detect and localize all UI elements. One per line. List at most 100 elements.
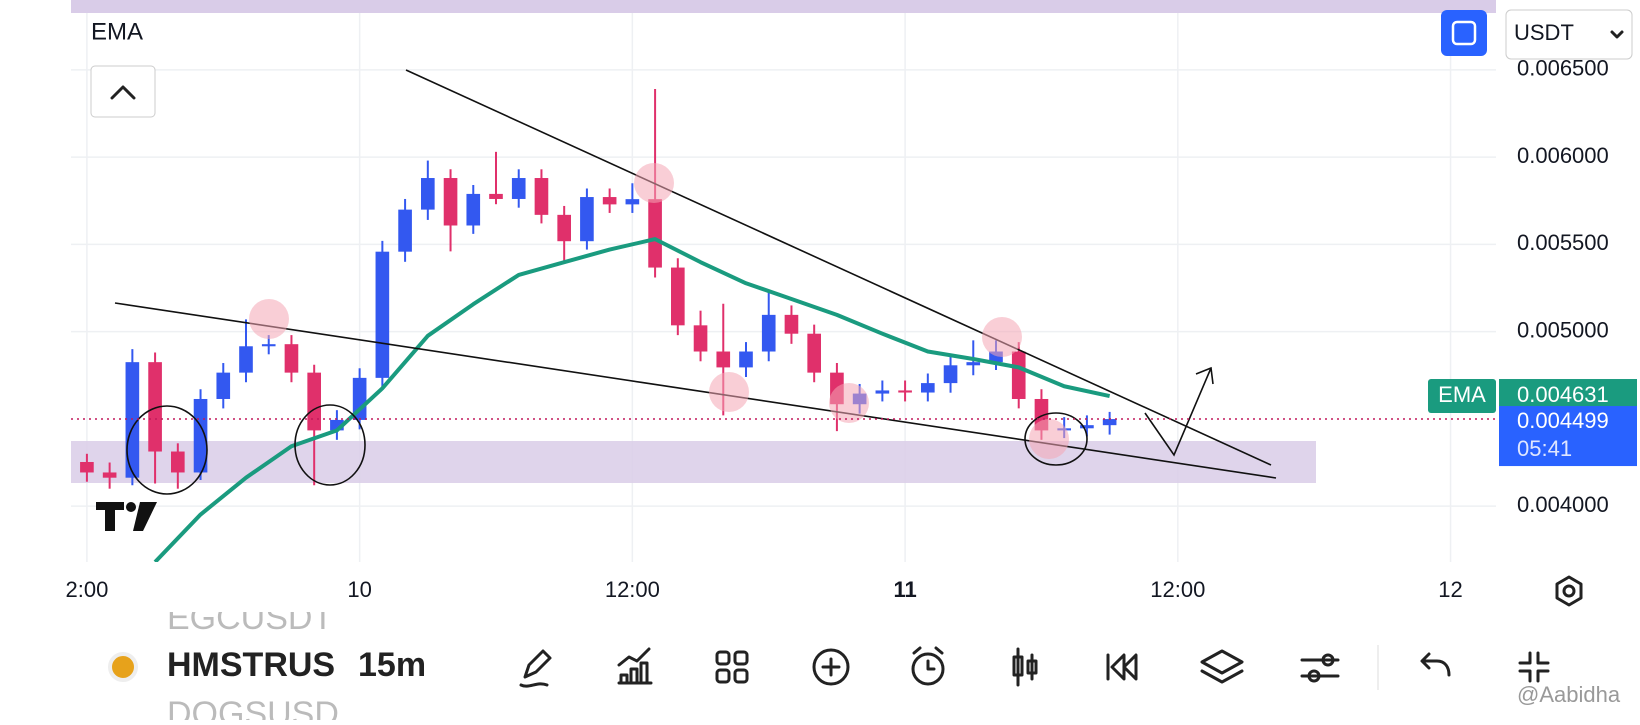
indicators-icon[interactable] <box>617 647 653 685</box>
dropdown-caret <box>1610 30 1624 39</box>
candle-body <box>171 451 185 473</box>
highlight <box>709 372 749 412</box>
candle-body <box>807 333 821 373</box>
candle-body <box>398 209 412 252</box>
watermark: @Aabidha <box>1517 682 1621 707</box>
candle-body <box>216 372 231 399</box>
y-tick-label: 0.004000 <box>1517 492 1609 517</box>
candle-body <box>580 197 594 242</box>
candle-body <box>307 372 321 431</box>
highlights <box>249 163 1069 459</box>
drawings <box>114 69 1277 495</box>
arrow-head <box>1195 366 1214 385</box>
candle-body <box>352 377 367 420</box>
highlight <box>1029 419 1069 459</box>
candle-body <box>739 351 753 368</box>
candle-body <box>1011 351 1026 399</box>
candle-body <box>898 390 912 393</box>
price-value: 0.004499 <box>1517 408 1609 433</box>
symbol[interactable]: EGCUSDT <box>167 599 333 637</box>
ema-badge-label: EMA <box>1438 382 1486 407</box>
candle-body <box>239 346 253 373</box>
candle-body <box>921 383 935 393</box>
x-tick-label: 12:00 <box>1150 577 1205 602</box>
candle-body <box>466 193 481 226</box>
highlight <box>982 317 1022 357</box>
symbol[interactable]: DOGSUSD <box>167 695 339 720</box>
candle-body <box>102 472 117 478</box>
top-band <box>71 0 1496 13</box>
alert-icon[interactable] <box>911 646 945 686</box>
interval[interactable]: 15m <box>358 646 426 684</box>
circle <box>126 405 208 495</box>
candles-icon[interactable] <box>1012 647 1038 687</box>
settings-icon[interactable] <box>1555 575 1583 607</box>
axis: 0.006500 0.006000 0.005500 0.005000 0.004000… <box>65 56 1608 602</box>
arrow <box>1144 367 1212 457</box>
candle-body <box>534 178 549 215</box>
compress-icon[interactable] <box>1518 651 1550 683</box>
candle-body <box>602 197 617 205</box>
candle-body <box>1102 419 1117 426</box>
candle-body <box>693 325 708 352</box>
candle-body <box>875 390 890 394</box>
indicator-label: EMA <box>91 18 143 45</box>
candle-body <box>761 314 776 352</box>
currency-select[interactable] <box>1505 9 1633 60</box>
candle-body <box>716 351 731 368</box>
coin-icon <box>108 652 138 682</box>
fullscreen-button[interactable] <box>1441 10 1487 56</box>
candle-body <box>284 344 299 373</box>
currency: USDT <box>1514 20 1574 45</box>
collapse-button[interactable] <box>90 65 156 118</box>
circle <box>294 404 366 486</box>
candle-body <box>443 178 458 226</box>
layout-icon[interactable] <box>715 650 749 684</box>
trendline <box>405 69 1272 466</box>
countdown: 05:41 <box>1517 436 1572 461</box>
add-icon[interactable] <box>812 648 850 686</box>
candle-body <box>625 199 640 205</box>
y-tick-label: 0.006500 <box>1517 56 1609 81</box>
highlight <box>249 299 289 339</box>
candle-body <box>80 461 94 473</box>
layers-icon[interactable] <box>1200 649 1244 684</box>
undo-icon[interactable] <box>1420 652 1451 677</box>
plot <box>80 89 1117 562</box>
candle-body <box>966 362 981 366</box>
candle-body <box>375 251 390 378</box>
tv-logo <box>96 502 157 531</box>
settings-sliders-icon[interactable] <box>1300 653 1340 683</box>
ema-badge <box>1428 379 1496 414</box>
y-tick-label: 0.006000 <box>1517 143 1609 168</box>
candle-body <box>1080 425 1094 429</box>
candle-body <box>648 199 662 268</box>
ema-line <box>153 237 1111 562</box>
symbol[interactable]: HMSTRUS <box>167 646 335 684</box>
candle-body <box>330 419 344 431</box>
x-tick-label: 12 <box>1438 577 1462 602</box>
fullscreen-icon <box>1451 20 1477 46</box>
demand-zone <box>71 441 1316 483</box>
draw-icon[interactable] <box>519 649 552 688</box>
candle-body <box>557 214 571 242</box>
trendline <box>114 302 1277 479</box>
candle-body <box>943 365 958 384</box>
candle-body <box>784 314 799 334</box>
price-box <box>1499 406 1637 467</box>
candle-body <box>261 344 276 347</box>
candle-body <box>989 351 1003 363</box>
chevron-up <box>110 85 136 100</box>
x-tick-label: 2:00 <box>65 577 108 602</box>
candle-body <box>193 398 208 473</box>
toolbar <box>519 645 1550 690</box>
x-tick-label: 10 <box>347 577 371 602</box>
candle-body <box>511 178 526 199</box>
replay-icon[interactable] <box>1106 653 1138 681</box>
symbol-list: EGCUSDT HMSTRUS DOGSUSD <box>167 599 339 720</box>
highlight <box>829 383 869 423</box>
circle <box>1024 412 1088 466</box>
x-tick-label: 11 <box>893 577 916 602</box>
x-tick-label: 12:00 <box>605 577 660 602</box>
